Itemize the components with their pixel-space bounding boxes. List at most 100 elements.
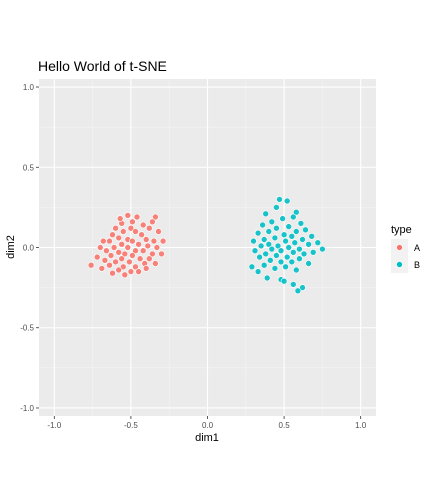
point-b xyxy=(273,204,280,211)
point-a xyxy=(118,255,125,263)
point-a xyxy=(152,260,159,267)
point-a xyxy=(121,271,129,279)
point-a xyxy=(129,252,136,259)
point-b xyxy=(260,236,268,243)
point-b xyxy=(302,226,309,234)
point-a xyxy=(150,237,158,245)
legend-label-a: A xyxy=(414,243,420,253)
point-b xyxy=(273,252,280,259)
legend-key-a xyxy=(396,244,403,251)
point-b xyxy=(283,253,291,261)
point-b xyxy=(314,239,322,246)
x-tick-label: -0.5 xyxy=(124,421,138,430)
point-a xyxy=(115,266,122,274)
point-b xyxy=(285,244,293,251)
point-b xyxy=(289,281,297,288)
x-tick-label: 0.5 xyxy=(279,421,291,430)
point-b xyxy=(273,224,280,232)
point-a xyxy=(101,256,109,264)
point-a xyxy=(110,244,118,251)
point-a xyxy=(153,244,161,251)
point-b xyxy=(305,241,312,248)
y-tick-label: 0.0 xyxy=(23,244,35,253)
point-a xyxy=(120,228,127,235)
point-a xyxy=(132,228,139,235)
point-b xyxy=(262,210,270,218)
point-b xyxy=(268,218,276,226)
point-b xyxy=(297,220,305,227)
point-b xyxy=(288,233,296,240)
point-a xyxy=(149,218,156,226)
point-a xyxy=(135,268,142,275)
point-a xyxy=(112,224,119,232)
point-b xyxy=(276,196,283,203)
x-tick-label: 0.0 xyxy=(202,421,214,430)
y-tick-label: -1.0 xyxy=(20,404,34,413)
point-b xyxy=(280,231,288,238)
point-b xyxy=(277,247,285,254)
point-b xyxy=(271,265,279,272)
point-a xyxy=(133,213,141,221)
y-tick-label: -0.5 xyxy=(20,324,34,333)
point-b xyxy=(248,263,256,271)
point-b xyxy=(292,208,300,216)
point-a xyxy=(139,221,147,229)
point-a xyxy=(87,261,95,269)
point-a xyxy=(127,224,135,232)
point-a xyxy=(120,263,127,271)
y-axis-ticks: -1.0 -0.5 0.0 0.5 1.0 xyxy=(20,83,39,413)
point-b xyxy=(305,260,312,267)
point-b xyxy=(282,263,289,271)
point-b xyxy=(292,228,300,235)
y-axis-title: dim2 xyxy=(5,235,17,259)
point-a xyxy=(136,255,144,263)
point-b xyxy=(271,234,279,242)
legend-key-b xyxy=(396,261,403,268)
point-b xyxy=(296,245,303,253)
x-axis-title: dim1 xyxy=(195,432,219,444)
point-b xyxy=(319,245,326,253)
point-a xyxy=(124,244,132,251)
point-b xyxy=(265,241,273,248)
point-a xyxy=(132,263,139,271)
point-b xyxy=(250,237,257,245)
point-a xyxy=(121,250,129,258)
point-a xyxy=(97,244,104,251)
point-b xyxy=(294,287,302,295)
point-a xyxy=(129,237,136,245)
point-b xyxy=(309,249,317,256)
point-b xyxy=(285,223,293,230)
point-b xyxy=(256,253,263,261)
data-points xyxy=(87,196,326,295)
point-a xyxy=(146,224,153,232)
point-a xyxy=(159,237,167,245)
point-b xyxy=(263,274,271,282)
point-b xyxy=(268,245,276,253)
point-b xyxy=(296,255,303,263)
point-a xyxy=(126,258,133,266)
point-a xyxy=(152,213,159,221)
point-b xyxy=(299,236,306,243)
chart-title: Hello World of t-SNE xyxy=(38,58,167,74)
point-a xyxy=(115,249,122,256)
point-a xyxy=(112,258,119,266)
point-b xyxy=(292,266,300,274)
point-b xyxy=(300,250,308,258)
point-b xyxy=(257,242,265,250)
point-a xyxy=(106,237,113,245)
point-a xyxy=(158,250,165,258)
point-a xyxy=(107,252,115,259)
point-a xyxy=(127,268,135,275)
point-b xyxy=(262,250,270,258)
y-tick-label: 0.5 xyxy=(23,163,35,172)
point-a xyxy=(115,234,122,242)
legend-title: type xyxy=(391,224,412,236)
point-b xyxy=(265,228,273,235)
x-tick-label: 1.0 xyxy=(355,421,367,430)
point-b xyxy=(266,256,274,264)
point-b xyxy=(259,221,266,229)
point-a xyxy=(109,231,116,238)
point-a xyxy=(124,212,132,219)
point-b xyxy=(254,268,262,275)
